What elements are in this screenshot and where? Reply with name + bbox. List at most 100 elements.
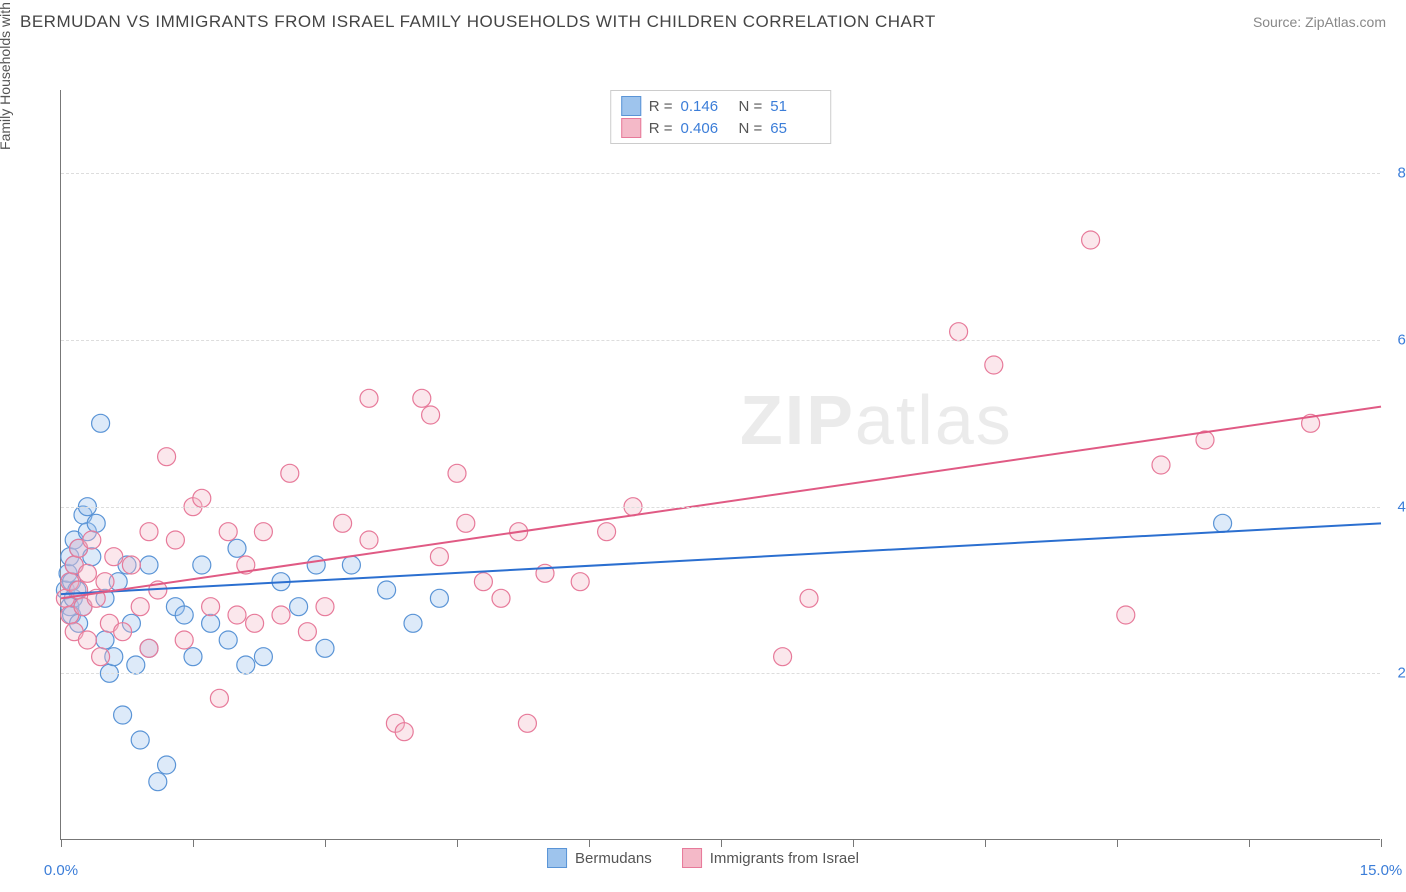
legend-series: Bermudans Immigrants from Israel <box>547 848 859 868</box>
chart-title: BERMUDAN VS IMMIGRANTS FROM ISRAEL FAMIL… <box>20 12 936 32</box>
data-point <box>272 606 290 624</box>
data-point <box>83 531 101 549</box>
data-point <box>492 589 510 607</box>
data-point <box>950 323 968 341</box>
y-axis-label: Family Households with Children <box>0 0 13 150</box>
data-point <box>518 714 536 732</box>
x-tick <box>721 839 722 847</box>
data-point <box>228 606 246 624</box>
data-point <box>131 731 149 749</box>
data-point <box>78 631 96 649</box>
plot-svg <box>61 90 1381 840</box>
legend-series-item: Immigrants from Israel <box>682 848 859 868</box>
legend-swatch <box>547 848 567 868</box>
data-point <box>202 614 220 632</box>
trend-line <box>61 407 1381 599</box>
data-point <box>193 489 211 507</box>
data-point <box>140 639 158 657</box>
data-point <box>219 631 237 649</box>
data-point <box>122 556 140 574</box>
data-point <box>131 598 149 616</box>
data-point <box>316 598 334 616</box>
plot-area: R =0.146N =51R =0.406N =65 20.0%40.0%60.… <box>60 90 1380 840</box>
data-point <box>404 614 422 632</box>
data-point <box>92 414 110 432</box>
grid-line <box>61 673 1380 674</box>
x-tick <box>1381 839 1382 847</box>
data-point <box>307 556 325 574</box>
data-point <box>342 556 360 574</box>
x-tick-label: 15.0% <box>1360 862 1403 879</box>
legend-n-value: 51 <box>770 98 820 115</box>
data-point <box>114 706 132 724</box>
data-point <box>422 406 440 424</box>
data-point <box>158 448 176 466</box>
data-point <box>395 723 413 741</box>
x-tick-label: 0.0% <box>44 862 78 879</box>
x-tick <box>1249 839 1250 847</box>
legend-r-value: 0.406 <box>681 120 731 137</box>
data-point <box>114 623 132 641</box>
data-point <box>202 598 220 616</box>
data-point <box>774 648 792 666</box>
legend-series-label: Bermudans <box>575 850 652 867</box>
legend-stats: R =0.146N =51R =0.406N =65 <box>610 90 832 144</box>
legend-stat-row: R =0.406N =65 <box>621 117 821 139</box>
grid-line <box>61 507 1380 508</box>
chart-source: Source: ZipAtlas.com <box>1253 14 1386 30</box>
x-tick <box>193 839 194 847</box>
x-tick <box>325 839 326 847</box>
data-point <box>237 656 255 674</box>
data-point <box>378 581 396 599</box>
x-tick <box>589 839 590 847</box>
data-point <box>78 564 96 582</box>
legend-r-label: R = <box>649 98 673 115</box>
data-point <box>1152 456 1170 474</box>
legend-r-value: 0.146 <box>681 98 731 115</box>
data-point <box>210 689 228 707</box>
chart-header: BERMUDAN VS IMMIGRANTS FROM ISRAEL FAMIL… <box>0 0 1406 40</box>
data-point <box>457 514 475 532</box>
data-point <box>184 648 202 666</box>
data-point <box>96 631 114 649</box>
legend-swatch <box>621 118 641 138</box>
data-point <box>175 606 193 624</box>
y-tick-label: 60.0% <box>1397 332 1406 349</box>
data-point <box>800 589 818 607</box>
y-tick-label: 80.0% <box>1397 165 1406 182</box>
data-point <box>334 514 352 532</box>
data-point <box>246 614 264 632</box>
data-point <box>1082 231 1100 249</box>
data-point <box>571 573 589 591</box>
data-point <box>298 623 316 641</box>
data-point <box>254 648 272 666</box>
data-point <box>105 548 123 566</box>
legend-n-value: 65 <box>770 120 820 137</box>
legend-swatch <box>621 96 641 116</box>
x-tick <box>853 839 854 847</box>
x-tick <box>457 839 458 847</box>
data-point <box>1214 514 1232 532</box>
data-point <box>1117 606 1135 624</box>
grid-line <box>61 173 1380 174</box>
data-point <box>149 773 167 791</box>
data-point <box>193 556 211 574</box>
x-tick <box>61 839 62 847</box>
data-point <box>127 656 145 674</box>
data-point <box>228 539 246 557</box>
data-point <box>360 389 378 407</box>
x-tick <box>1117 839 1118 847</box>
data-point <box>96 573 114 591</box>
data-point <box>290 598 308 616</box>
data-point <box>430 548 448 566</box>
legend-r-label: R = <box>649 120 673 137</box>
grid-line <box>61 340 1380 341</box>
data-point <box>360 531 378 549</box>
data-point <box>985 356 1003 374</box>
data-point <box>316 639 334 657</box>
legend-n-label: N = <box>739 98 763 115</box>
data-point <box>92 648 110 666</box>
data-point <box>140 523 158 541</box>
data-point <box>166 531 184 549</box>
legend-stat-row: R = 0.146 N = 51 <box>621 95 821 117</box>
